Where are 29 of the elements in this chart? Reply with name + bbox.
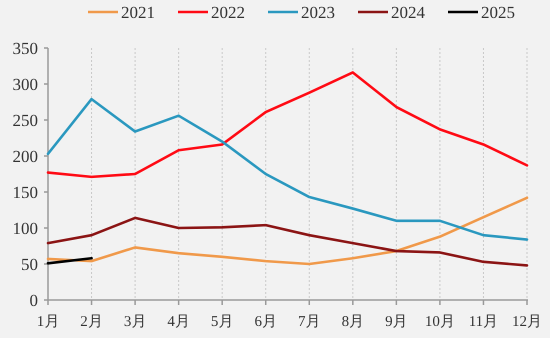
x-tick-label: 1月 bbox=[36, 314, 60, 330]
legend-label: 2024 bbox=[391, 3, 426, 22]
line-series bbox=[46, 196, 528, 266]
line-series bbox=[46, 216, 528, 267]
y-tick-label: 300 bbox=[12, 75, 38, 94]
y-tick-label: 150 bbox=[12, 183, 38, 202]
x-tick-label: 3月 bbox=[124, 314, 146, 330]
x-tick-label: 7月 bbox=[298, 314, 321, 330]
y-tick-label: 350 bbox=[12, 39, 38, 58]
legend-label: 2021 bbox=[121, 3, 155, 22]
x-tick-label: 5月 bbox=[210, 314, 234, 330]
x-tick-label: 2月 bbox=[80, 314, 103, 330]
y-tick-label: 200 bbox=[12, 147, 38, 166]
x-tick-label: 12月 bbox=[512, 314, 542, 330]
y-tick-label: 50 bbox=[21, 255, 38, 274]
x-tick-label: 10月 bbox=[424, 314, 455, 330]
x-tick-label: 4月 bbox=[167, 314, 190, 330]
x-tick-label: 9月 bbox=[385, 314, 408, 330]
x-tick-label: 11月 bbox=[468, 314, 498, 330]
y-tick-label: 100 bbox=[12, 219, 38, 238]
line-series bbox=[46, 71, 528, 178]
legend-label: 2022 bbox=[211, 3, 245, 22]
line-series bbox=[46, 98, 528, 241]
legend-label: 2025 bbox=[481, 3, 515, 22]
legend-label: 2023 bbox=[301, 3, 335, 22]
y-tick-label: 250 bbox=[12, 111, 38, 130]
x-tick-label: 6月 bbox=[254, 314, 277, 330]
x-tick-label: 8月 bbox=[342, 314, 364, 330]
y-tick-label: 0 bbox=[30, 291, 38, 310]
